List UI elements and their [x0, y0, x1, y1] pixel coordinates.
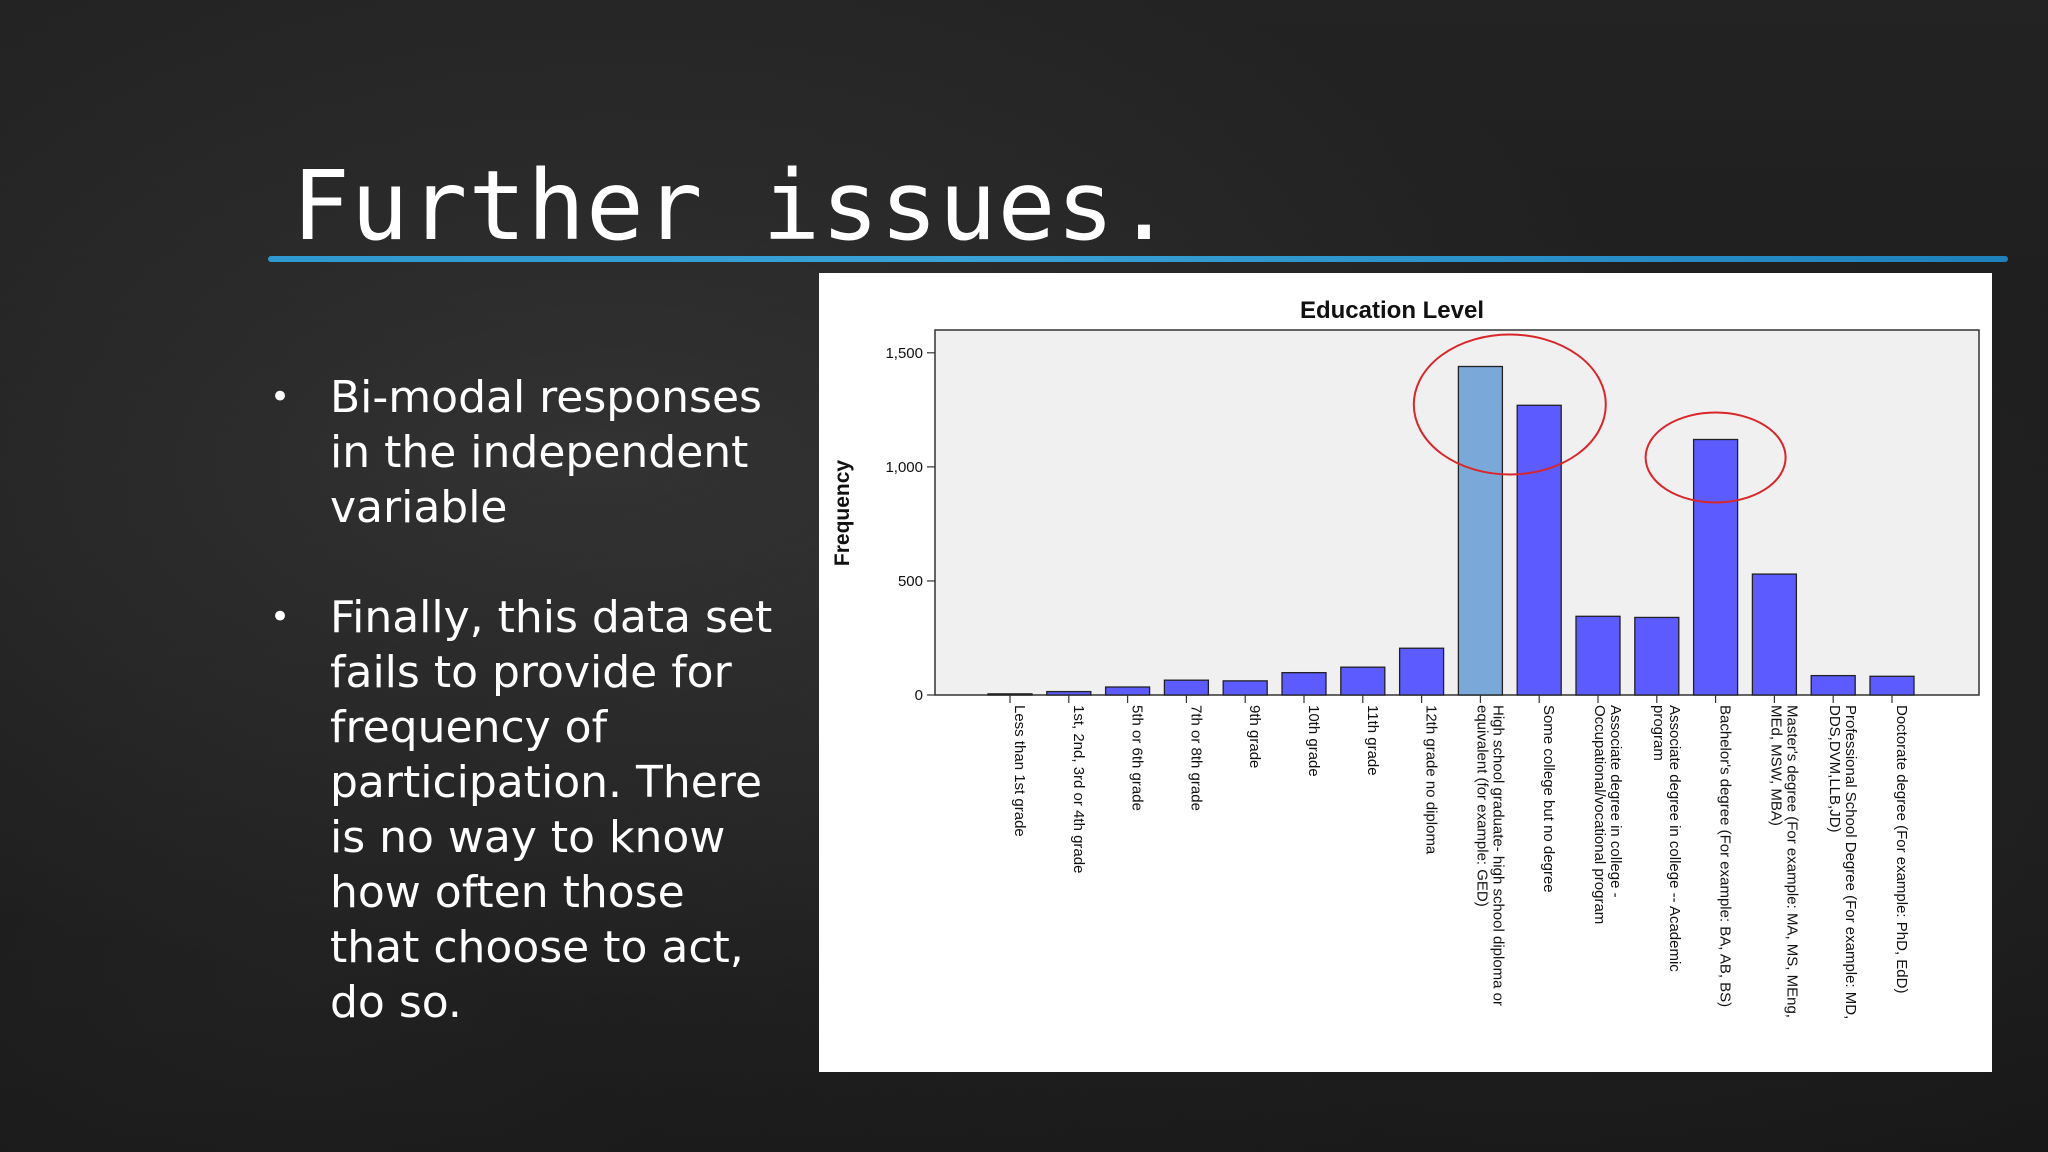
x-category-label: Associate degree in college -	[1607, 705, 1624, 898]
y-tick-label: 500	[898, 573, 923, 590]
x-category-label: Some college but no degree	[1540, 705, 1557, 893]
x-category-label: 10th grade	[1305, 705, 1322, 777]
x-category-label: 9th grade	[1246, 705, 1263, 768]
x-category-label: Bachelor's degree (For example: BA, AB, …	[1717, 705, 1734, 1007]
bar	[1281, 671, 1327, 696]
x-category-label: equivalent (for example: GED)	[1473, 705, 1490, 907]
bar	[1163, 679, 1210, 696]
x-category-label: 1st, 2nd, 3rd or 4th grade	[1070, 705, 1087, 873]
bullet-glyph: •	[270, 377, 291, 417]
annotation-circles	[1412, 333, 1787, 504]
chart-panel: Education Level Frequency 0 500 1,000 1,500…	[819, 273, 1992, 1072]
y-tick-label: 1,500	[885, 345, 923, 362]
x-category-label: Professional School Degree (For example:…	[1842, 705, 1859, 1019]
bar	[987, 693, 1033, 696]
bullet-text: Finally, this data set fails to provide …	[330, 592, 773, 1028]
bullet-item: • Finally, this data set fails to provid…	[270, 590, 780, 1030]
y-tick-label: 1,000	[885, 459, 923, 476]
education-bar-chart: Education Level Frequency 0 500 1,000 1,500…	[831, 297, 1980, 1019]
bar	[1340, 666, 1386, 696]
bars	[987, 365, 1915, 696]
y-axis-label: Frequency	[831, 460, 854, 567]
bar	[1457, 365, 1504, 696]
x-category-label: Doctorate degree (For example: PhD, EdD)	[1893, 705, 1910, 993]
x-category-label: 5th or 6th grade	[1129, 705, 1146, 811]
bar	[1810, 674, 1856, 696]
bar	[1869, 675, 1915, 696]
x-category-label: program	[1650, 705, 1667, 761]
plot-area	[934, 329, 1980, 696]
annotation-circle	[1644, 411, 1787, 504]
bullet-text: Bi-modal responses in the independent va…	[330, 372, 762, 533]
x-category-label: DDS,DVM,LLB,JD)	[1826, 705, 1843, 833]
x-category-label: Associate degree in college -- Academic	[1666, 705, 1683, 972]
x-category-label: High school graduate- high school diplom…	[1489, 705, 1506, 1006]
bullet-item: • Bi-modal responses in the independent …	[270, 370, 780, 535]
x-category-label: MEd, MSW, MBA)	[1767, 705, 1784, 826]
bar	[1692, 438, 1739, 696]
bullet-list: • Bi-modal responses in the independent …	[270, 370, 780, 1085]
chart-title: Education Level	[1300, 297, 1484, 324]
x-category-label: 12th grade no diploma	[1423, 705, 1440, 855]
y-axis-ticks: 0 500 1,000 1,500	[885, 345, 935, 704]
y-tick-label: 0	[915, 687, 923, 704]
bullet-glyph: •	[270, 597, 291, 637]
bar	[1398, 647, 1445, 696]
x-category-label: Less than 1st grade	[1011, 705, 1028, 837]
bar	[1222, 680, 1268, 696]
title-underline	[268, 256, 2008, 262]
bar	[1575, 615, 1621, 696]
bar	[1104, 686, 1151, 696]
bar	[1751, 573, 1798, 696]
x-category-label: Occupational/vocational program	[1591, 705, 1608, 924]
x-axis-labels: Less than 1st grade 1st, 2nd, 3rd or 4th …	[1009, 695, 1910, 1019]
annotation-circle	[1412, 333, 1607, 476]
x-category-label: 11th grade	[1364, 705, 1381, 776]
x-category-label: 7th or 8th grade	[1187, 705, 1204, 811]
bar	[1046, 690, 1092, 696]
x-category-label: Master's degree (For example: MA, MS, ME…	[1783, 705, 1800, 1018]
bar	[1634, 616, 1680, 696]
slide-title: Further issues.	[292, 150, 1174, 262]
bar	[1516, 404, 1562, 696]
